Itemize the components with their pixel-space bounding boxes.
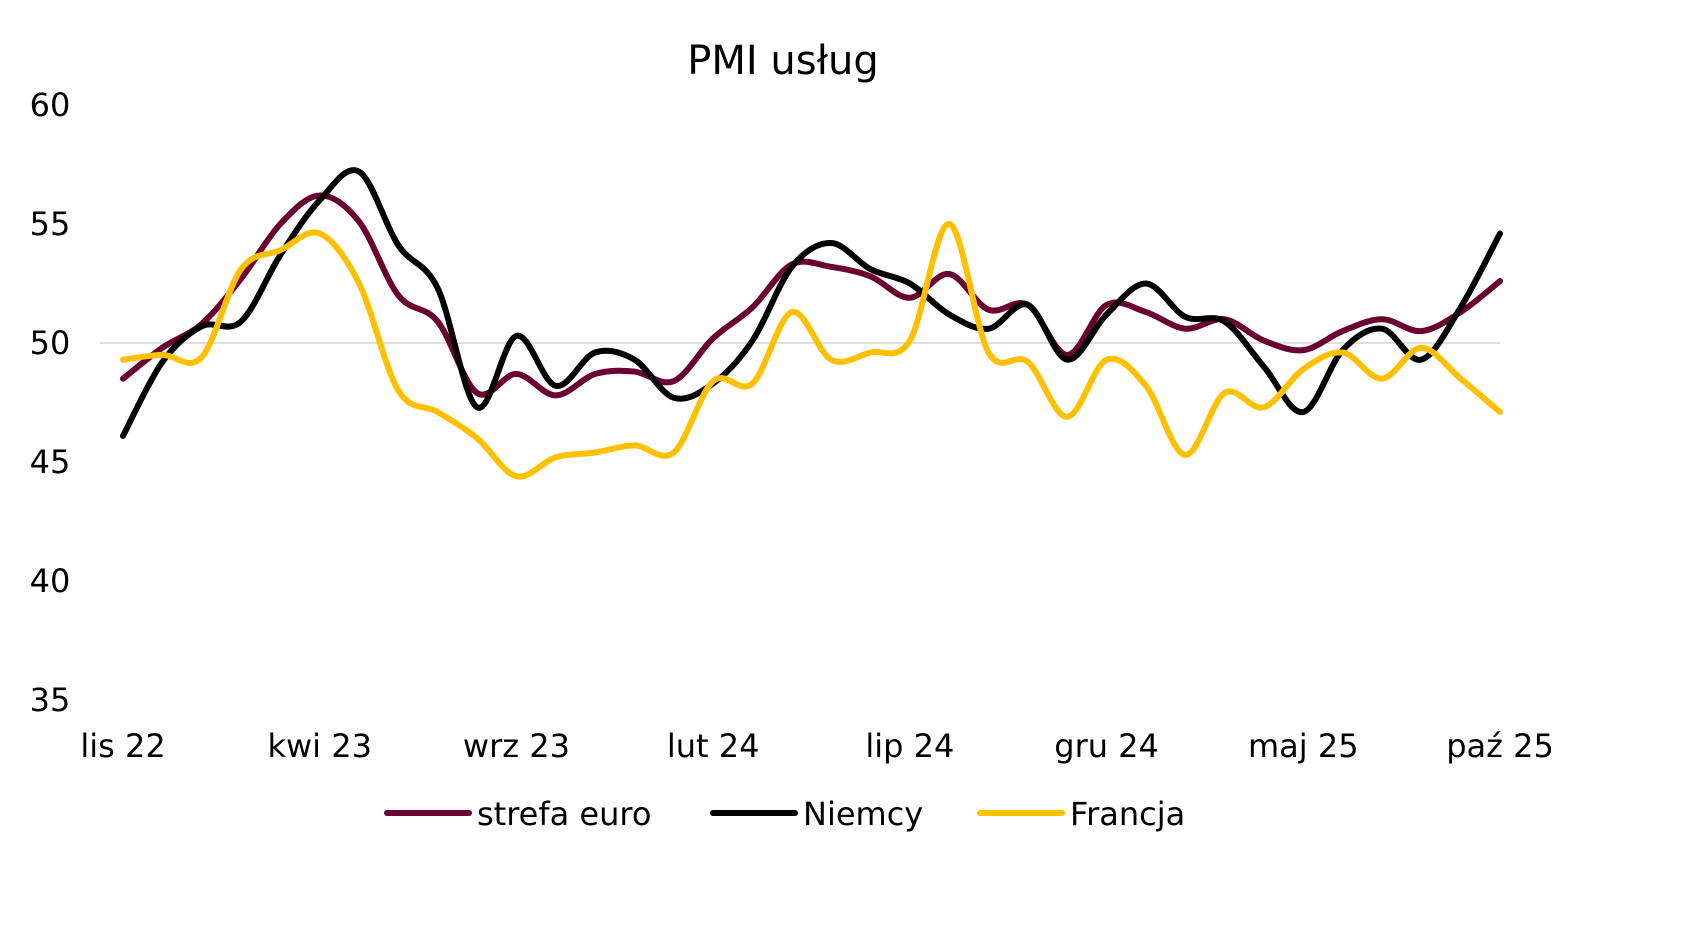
series-line-francja — [120, 221, 1503, 480]
legend-item: Francja — [977, 795, 1185, 833]
legend-label: Niemcy — [803, 795, 923, 833]
series-line-niemcy — [120, 167, 1503, 439]
y-tick-label: 40 — [30, 562, 71, 600]
legend-label: Francja — [1070, 795, 1185, 833]
legend-label: strefa euro — [477, 795, 651, 833]
series-line-strefa-euro — [120, 192, 1503, 399]
x-tick-label: paź 25 — [1446, 727, 1554, 765]
legend-item: strefa euro — [384, 795, 651, 833]
series-lines — [120, 167, 1503, 480]
y-axis: 35 40 45 50 55 60 — [30, 86, 71, 719]
y-tick-label: 45 — [30, 443, 71, 481]
x-tick-label: lis 22 — [80, 727, 165, 765]
chart-title: PMI usług — [687, 38, 878, 84]
x-tick-label: maj 25 — [1248, 727, 1359, 765]
x-tick-label: lut 24 — [667, 727, 760, 765]
y-tick-label: 50 — [30, 324, 71, 362]
x-tick-label: lip 24 — [865, 727, 954, 765]
y-tick-label: 55 — [30, 205, 71, 243]
x-axis: lis 22 kwi 23 wrz 23 lut 24 lip 24 gru 24 maj … — [80, 727, 1553, 765]
y-tick-label: 60 — [30, 86, 71, 124]
x-tick-label: gru 24 — [1054, 727, 1159, 765]
legend-item: Niemcy — [710, 795, 923, 833]
legend: strefa euro Niemcy Francja — [384, 795, 1185, 833]
y-tick-label: 35 — [30, 681, 71, 719]
x-tick-label: kwi 23 — [267, 727, 371, 765]
x-tick-label: wrz 23 — [463, 727, 570, 765]
